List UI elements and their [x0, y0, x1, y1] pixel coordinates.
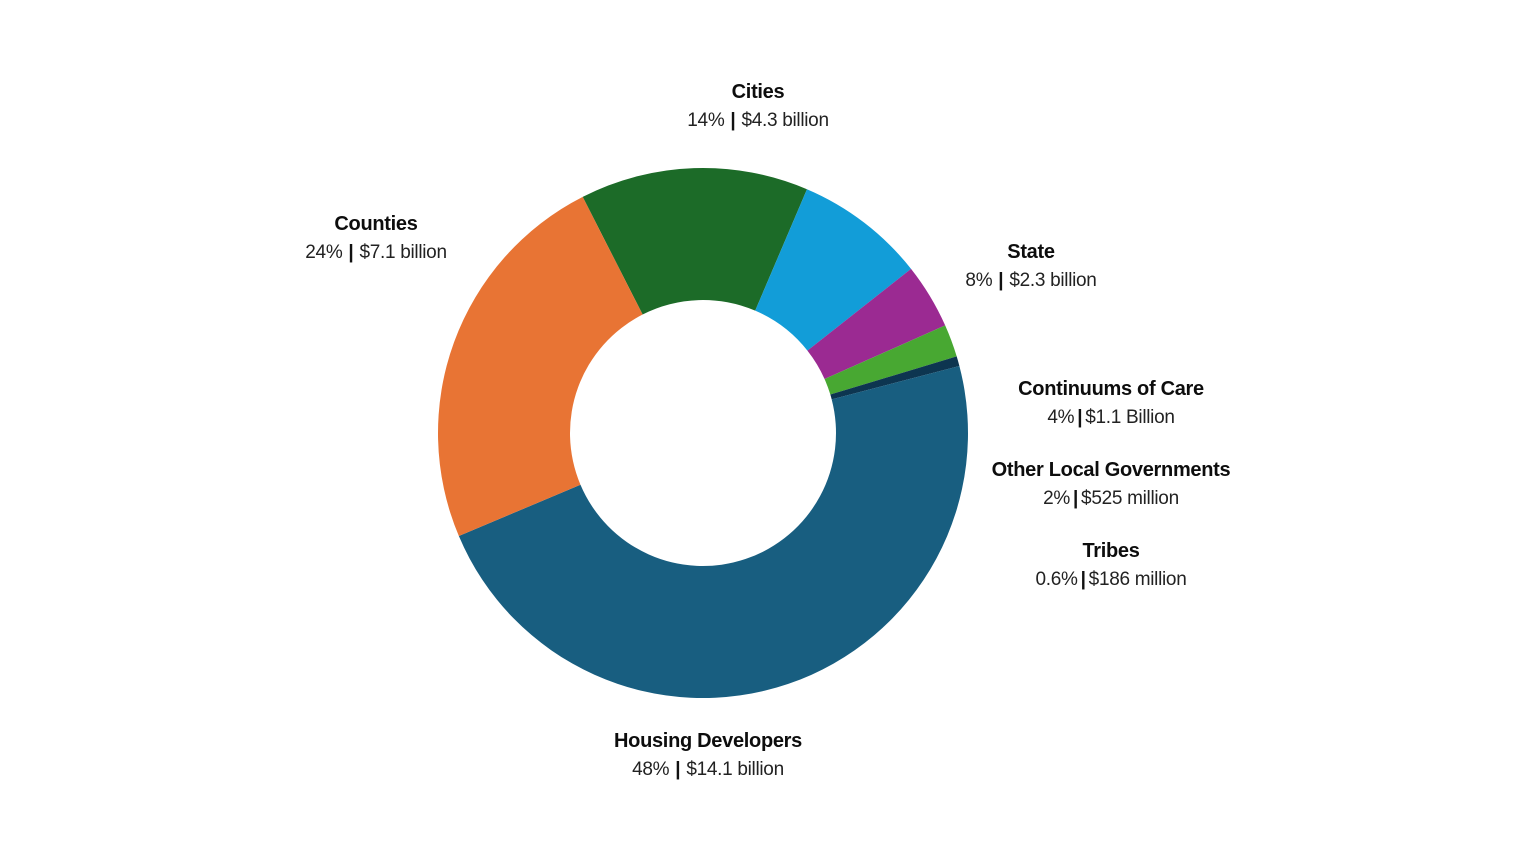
slice-percent: 2%	[1043, 488, 1071, 509]
slice-amount: $7.1 billion	[359, 242, 447, 263]
slice-housing-developers	[458, 365, 968, 698]
label-continuums-of-care: Continuums of Care 4% | $1.1 Billion	[1018, 375, 1204, 433]
slice-amount: $525 million	[1081, 488, 1179, 509]
slice-name: Counties	[334, 213, 418, 235]
slice-percent: 0.6%	[1035, 569, 1078, 590]
slice-percent: 24%	[305, 242, 343, 263]
slice-name: Continuums of Care	[1018, 378, 1204, 400]
slice-percent: 48%	[632, 759, 670, 780]
label-cities: Cities 14% | $4.3 billion	[687, 78, 829, 136]
separator: |	[1077, 407, 1083, 428]
label-state: State 8% | $2.3 billion	[965, 238, 1096, 296]
slice-other-local-governments	[824, 325, 957, 395]
slice-percent: 4%	[1047, 407, 1075, 428]
separator: |	[1080, 569, 1086, 590]
slice-tribes	[830, 356, 960, 400]
slice-name: Other Local Governments	[991, 459, 1231, 481]
slice-counties	[437, 196, 643, 537]
slice-amount: $4.3 billion	[741, 110, 829, 131]
slice-name: Tribes	[1082, 540, 1140, 562]
separator: |	[730, 110, 736, 131]
slice-percent: 14%	[687, 110, 725, 131]
separator: |	[998, 270, 1004, 291]
label-counties: Counties 24% | $7.1 billion	[305, 210, 447, 268]
slice-amount: $186 million	[1088, 569, 1187, 590]
separator: |	[675, 759, 681, 780]
label-tribes: Tribes 0.6% | $186 million	[1036, 537, 1187, 595]
slice-continuums-of-care	[807, 268, 946, 379]
label-other-local-governments: Other Local Governments 2% | $525 million	[992, 456, 1231, 514]
separator: |	[1073, 488, 1079, 509]
slice-amount: $2.3 billion	[1009, 270, 1097, 291]
slice-name: Cities	[731, 81, 785, 103]
slice-amount: $1.1 Billion	[1085, 407, 1175, 428]
slice-state	[755, 189, 912, 351]
slice-amount: $14.1 billion	[686, 759, 784, 780]
label-housing-developers: Housing Developers 48% | $14.1 billion	[614, 727, 802, 785]
slice-name: State	[1007, 241, 1055, 263]
slice-name: Housing Developers	[614, 730, 802, 752]
slice-percent: 8%	[965, 270, 993, 291]
slice-cities	[582, 167, 807, 315]
separator: |	[348, 242, 354, 263]
